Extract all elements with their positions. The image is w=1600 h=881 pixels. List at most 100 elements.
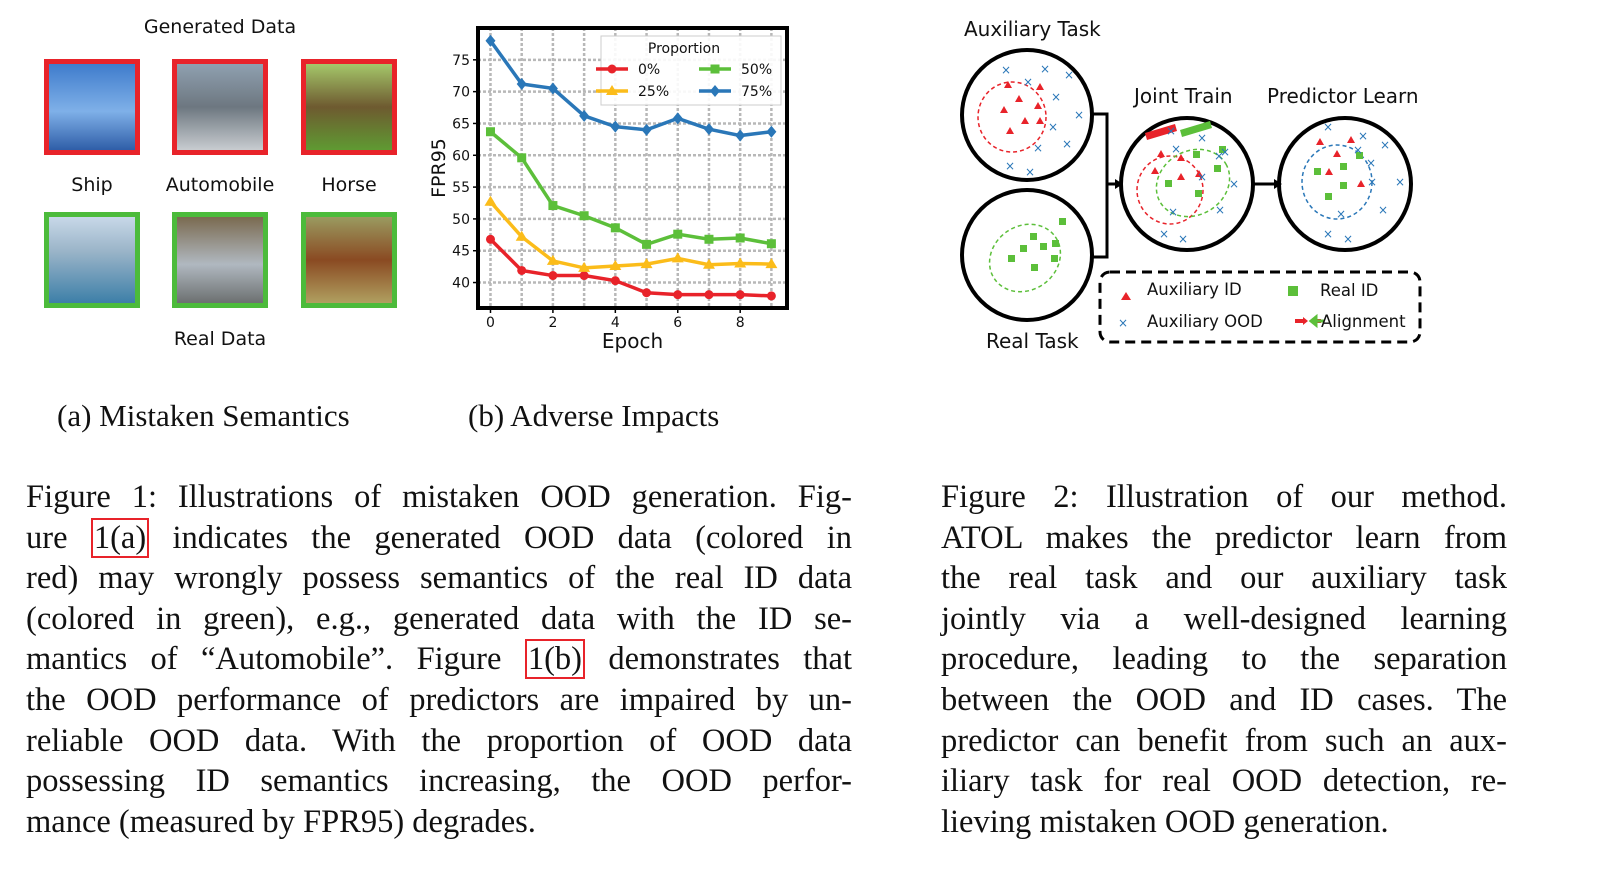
y-tick-label: 55 <box>452 180 470 196</box>
svg-text:×: × <box>1040 62 1050 76</box>
data-point <box>642 239 652 249</box>
svg-text:×: × <box>1033 141 1043 155</box>
data-point <box>516 78 527 90</box>
caption-line: between the OOD and ID cases. The <box>941 681 1507 718</box>
svg-text:×: × <box>1166 124 1176 138</box>
legend <box>596 35 782 106</box>
data-point <box>671 252 684 263</box>
caption-line: jointly via a well-designed learning <box>941 600 1507 637</box>
legend-entry: 0% <box>638 62 660 78</box>
data-point <box>704 234 714 244</box>
y-tick-label: 40 <box>452 276 470 292</box>
auxiliary-task-label: Auxiliary Task <box>964 17 1101 41</box>
y-tick-label: 45 <box>452 244 470 260</box>
x-tick-label: 0 <box>486 315 495 331</box>
svg-text:×: × <box>1062 137 1072 151</box>
svg-text:×: × <box>1159 227 1169 241</box>
data-point <box>606 85 618 95</box>
series-25% <box>484 195 778 272</box>
legend-entry: 50% <box>741 62 772 78</box>
data-point <box>579 109 590 122</box>
figure-2-caption: Figure 2: Illustration of our method. ATO… <box>941 477 1507 842</box>
figure-1-caption: Figure 1: Illustrations of mistaken OOD … <box>26 477 852 842</box>
real-data-title: Real Data <box>173 328 267 350</box>
caption-text: reliable OOD data. With the proportion o… <box>26 722 852 759</box>
series-50% <box>485 127 776 249</box>
caption-line: ure 1(a) indicates the generated OOD dat… <box>26 517 852 559</box>
svg-text:×: × <box>1395 175 1405 189</box>
data-point <box>642 288 652 298</box>
subcaption-a: (a) Mistaken Semantics <box>57 398 350 433</box>
data-point <box>610 223 620 233</box>
real-automobile-image <box>172 212 268 308</box>
x-axis-label: Epoch <box>602 329 663 353</box>
series-line <box>489 238 772 298</box>
legend-real-id: Real ID <box>1320 281 1379 300</box>
legend-alignment: Alignment <box>1321 312 1406 331</box>
svg-text:×: × <box>1005 159 1015 173</box>
method-diagram: × × × × × × × × × × × × × × × × × × × × × × × × × × × × × × × × × × <box>960 48 1422 344</box>
joint-train-label: Joint Train <box>1134 84 1233 108</box>
caption-line: mantics of “Automobile”. Figure 1(b) dem… <box>26 639 852 680</box>
svg-text:×: × <box>1323 227 1333 241</box>
data-point <box>766 291 776 301</box>
series-0% <box>485 234 776 301</box>
predictor-learn-label: Predictor Learn <box>1267 84 1419 108</box>
figure-reference-link[interactable]: 1(b) <box>524 639 585 680</box>
data-point <box>578 261 591 272</box>
series-line <box>489 39 772 138</box>
svg-text:×: × <box>1178 232 1188 246</box>
data-point <box>517 265 527 275</box>
data-point <box>610 276 620 286</box>
data-point <box>579 271 589 281</box>
plot-frame <box>476 26 789 310</box>
data-point <box>579 211 589 221</box>
caption-line: Figure 2: Illustration of our method. <box>941 479 1507 515</box>
real-ship-image <box>44 212 140 308</box>
caption-line: lieving mistaken OOD generation. <box>941 803 1389 840</box>
svg-text:×: × <box>1378 203 1388 217</box>
data-point <box>710 85 720 97</box>
svg-text:×: × <box>1001 63 1011 77</box>
series-75% <box>485 34 777 142</box>
data-point <box>735 233 745 243</box>
svg-text:×: × <box>1367 175 1377 189</box>
y-tick-label: 60 <box>452 148 470 164</box>
data-point <box>548 201 558 211</box>
figure-reference-link[interactable]: 1(a) <box>90 517 150 558</box>
svg-text:×: × <box>1025 165 1035 179</box>
y-tick-label: 50 <box>452 212 470 228</box>
data-point <box>704 290 714 300</box>
caption-line: iliary task for real OOD detection, re- <box>941 763 1507 800</box>
real-task-circle <box>960 188 1094 322</box>
real-horse-image <box>301 212 397 308</box>
svg-text:×: × <box>1171 142 1181 156</box>
data-point <box>546 254 559 265</box>
x-tick-label: 6 <box>673 315 682 331</box>
x-tick-label: 2 <box>548 315 557 331</box>
generated-automobile-image <box>172 59 268 155</box>
svg-text:×: × <box>1343 232 1353 246</box>
label-horse: Horse <box>321 174 377 196</box>
caption-text: possessing ID semantics increasing, the … <box>26 763 852 800</box>
x-tick-label: 8 <box>736 315 745 331</box>
svg-text:×: × <box>1064 68 1074 82</box>
svg-text:×: × <box>1197 131 1207 145</box>
data-point <box>548 271 558 281</box>
data-point <box>610 120 621 133</box>
fpr95-line-chart: 0 2 4 6 8 40 45 50 55 60 65 70 75 Epoch FPR95 Proportio… <box>428 26 789 353</box>
data-point <box>765 258 778 269</box>
data-point <box>673 229 683 239</box>
caption-line: red) may wrongly possess semantics of th… <box>26 558 852 599</box>
svg-text:×: × <box>1229 177 1239 191</box>
data-point <box>609 260 622 270</box>
data-point <box>766 125 777 138</box>
caption-line: Figure 1: Illustrations of mistaken OOD … <box>26 477 852 518</box>
legend-entry: 75% <box>741 84 772 100</box>
data-point <box>515 230 528 241</box>
caption-line: possessing ID semantics increasing, the … <box>26 761 852 802</box>
y-tick-label: 70 <box>452 85 470 101</box>
caption-text: Figure 1: Illustrations of mistaken OOD … <box>26 479 852 515</box>
data-point <box>485 127 495 137</box>
subcaption-b: (b) Adverse Impacts <box>468 398 720 433</box>
